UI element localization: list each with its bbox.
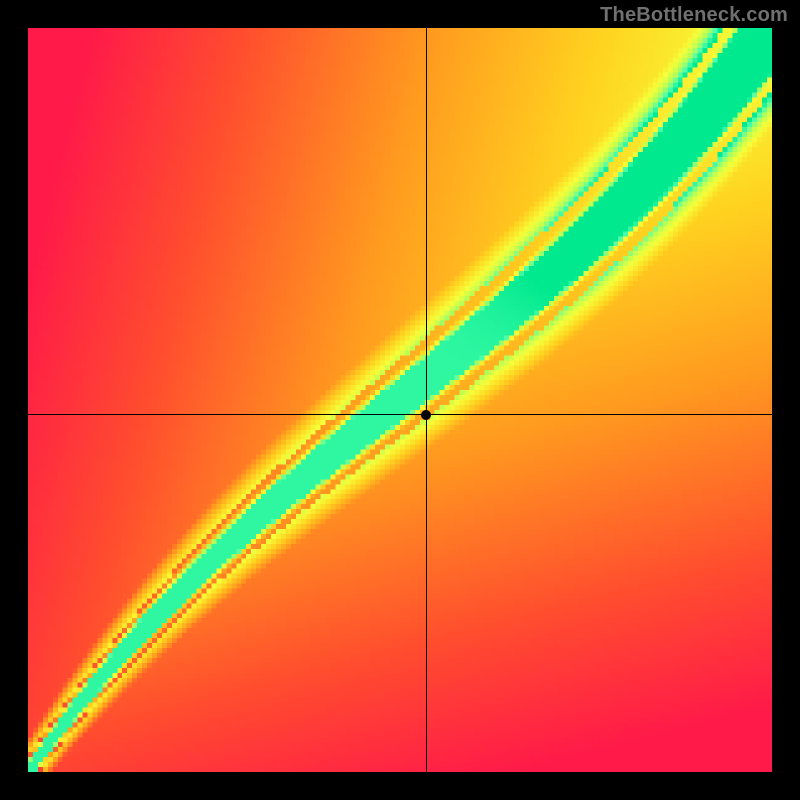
crosshair-marker	[421, 410, 431, 420]
crosshair-horizontal	[28, 414, 772, 415]
watermark-text: TheBottleneck.com	[600, 4, 788, 27]
heatmap-canvas	[28, 28, 772, 772]
figure-container: TheBottleneck.com	[0, 0, 800, 800]
heatmap-plot	[28, 28, 772, 772]
crosshair-vertical	[426, 28, 427, 772]
